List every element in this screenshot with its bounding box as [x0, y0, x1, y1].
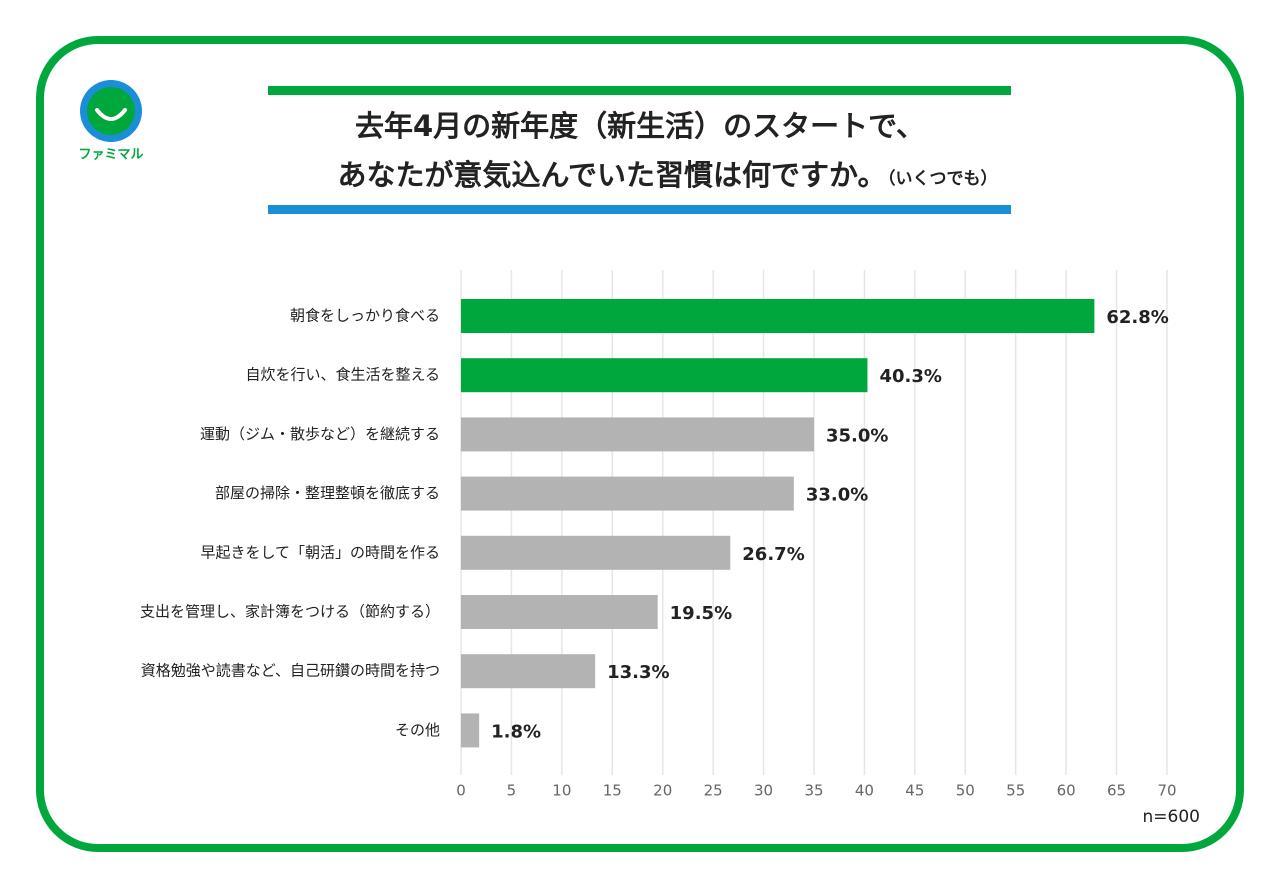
x-tick-label: 65	[1107, 782, 1126, 800]
logo-face	[87, 87, 135, 135]
logo: ファミマル	[78, 80, 144, 163]
title-rule-bottom	[268, 205, 1011, 214]
bar	[461, 299, 1095, 333]
title-rule-top	[268, 86, 1011, 95]
y-tick-label: 早起きをして「朝活」の時間を作る	[200, 543, 440, 561]
y-tick-label: 朝食をしっかり食べる	[290, 307, 440, 325]
value-label: 26.7%	[742, 544, 804, 565]
x-tick-label: 5	[507, 782, 517, 800]
x-tick-label: 60	[1057, 782, 1076, 800]
value-label: 62.8%	[1106, 307, 1168, 328]
bar	[461, 358, 868, 393]
x-tick-label: 30	[754, 782, 773, 800]
bar	[461, 417, 814, 452]
value-label: 35.0%	[826, 425, 888, 446]
value-label: 13.3%	[607, 662, 669, 683]
bar	[461, 654, 596, 689]
value-label: 40.3%	[879, 366, 941, 387]
y-tick-label: その他	[395, 721, 440, 739]
x-tick-label: 45	[905, 782, 924, 800]
x-tick-label: 40	[855, 782, 874, 800]
x-tick-label: 15	[603, 782, 622, 800]
chart-title: あなたが意気込んでいた習慣は何ですか。	[338, 158, 887, 192]
chart-title: 去年4月の新年度（新生活）のスタートで、	[355, 109, 925, 143]
x-tick-label: 55	[1006, 782, 1025, 800]
bar	[461, 476, 794, 511]
y-tick-label: 資格勉強や読書など、自己研鑽の時間を持つ	[141, 662, 440, 680]
logo-text: ファミマル	[78, 148, 143, 163]
chart-title-suffix: （いくつでも）	[879, 168, 998, 189]
value-label: 33.0%	[806, 485, 868, 506]
y-tick-label: 支出を管理し、家計簿をつける（節約する）	[140, 603, 440, 621]
x-tick-label: 20	[653, 782, 672, 800]
y-tick-label: 部屋の掃除・整理整頓を徹底する	[215, 484, 440, 502]
x-tick-label: 35	[804, 782, 823, 800]
x-tick-label: 0	[456, 782, 466, 800]
value-label: 19.5%	[670, 603, 732, 624]
x-tick-label: 50	[956, 782, 975, 800]
value-label: 1.8%	[491, 721, 541, 742]
bar	[461, 535, 731, 570]
y-tick-label: 自炊を行い、食生活を整える	[245, 366, 440, 384]
x-tick-label: 10	[552, 782, 571, 800]
x-tick-label: 25	[704, 782, 723, 800]
note: n=600	[1143, 807, 1200, 827]
y-tick-label: 運動（ジム・散歩など）を継続する	[200, 425, 440, 443]
logo-smile	[95, 108, 127, 121]
bar	[461, 713, 480, 748]
bar	[461, 595, 658, 629]
x-tick-label: 70	[1157, 782, 1176, 800]
